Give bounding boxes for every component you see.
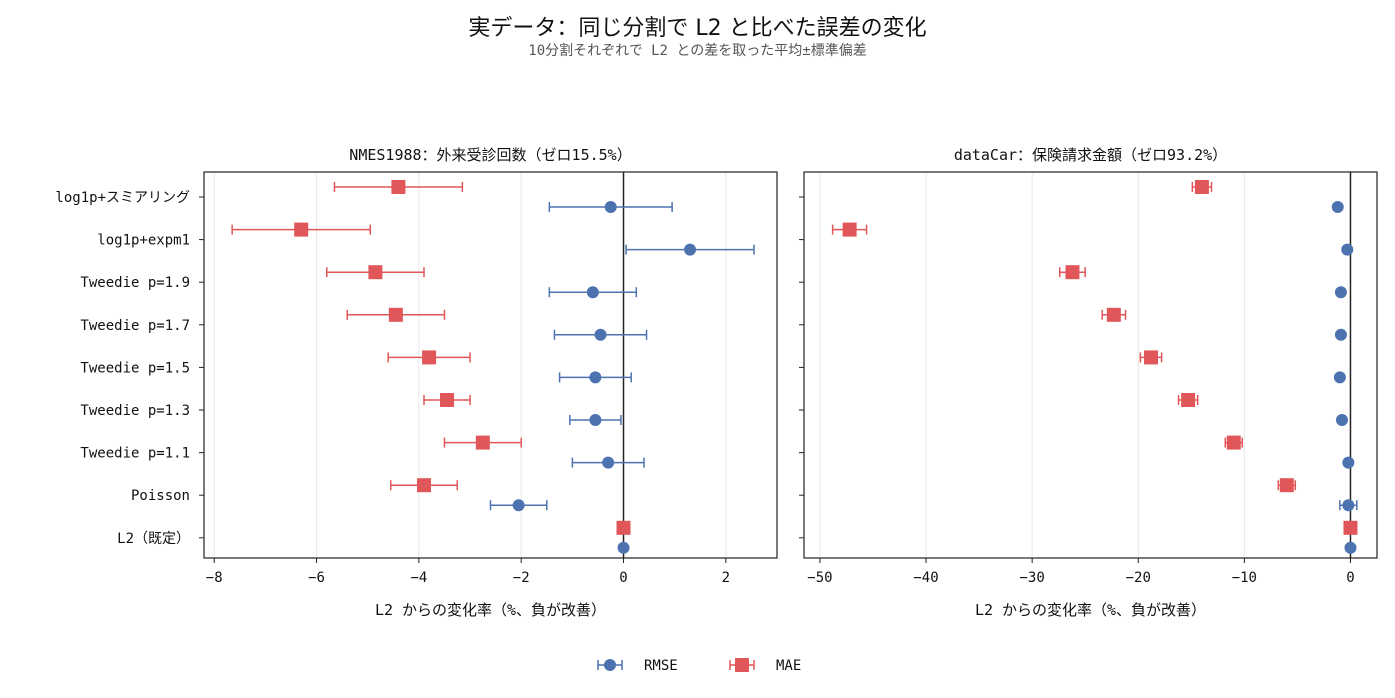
rmse-point [1342, 499, 1355, 512]
ytick-label: Tweedie p=1.1 [80, 446, 190, 462]
figure-title: 実データ：同じ分割で L2 と比べた誤差の変化 [468, 16, 927, 41]
panel-nmes-frame [203, 171, 778, 559]
panel-nmes-title: NMES1988：外来受診回数（ゼロ15.5%） [349, 146, 631, 164]
ytick-label: Tweedie p=1.3 [80, 403, 190, 419]
rmse-point [1335, 414, 1348, 426]
panel-nmes-xtick-label: 2 [722, 570, 730, 586]
rmse-point [604, 201, 617, 213]
mae-point [1343, 520, 1358, 535]
ytick-label: Tweedie p=1.7 [80, 318, 190, 334]
mae-point [1226, 435, 1241, 450]
panel-nmes-xtick-label: −2 [513, 570, 530, 586]
rmse-point [589, 371, 602, 384]
ytick-label: Tweedie p=1.9 [80, 275, 190, 291]
panel-datacar-xtick-label: −30 [1019, 570, 1044, 586]
mae-point [842, 222, 857, 237]
mae-point [616, 520, 631, 535]
panel-nmes-xtick-label: 0 [619, 570, 627, 586]
mae-point [440, 393, 455, 407]
rmse-point [1342, 456, 1355, 469]
mae-point [416, 478, 431, 493]
panel-datacar-xtick-label: −10 [1232, 570, 1257, 586]
rmse-point [1333, 371, 1346, 384]
panel-nmes-xtick-label: −8 [206, 570, 223, 586]
rmse-point [594, 328, 607, 341]
legend-mae-label: MAE [776, 658, 801, 674]
panel-datacar-xtick-label: −40 [913, 570, 938, 586]
mae-point [1065, 265, 1080, 280]
mae-point [1106, 307, 1121, 322]
rmse-point [684, 243, 697, 256]
rmse-point [617, 541, 630, 554]
figure-subtitle: 10分割それぞれで L2 との差を取った平均±標準偏差 [528, 43, 867, 59]
panel-nmes-xlabel: L2 からの変化率（%、負が改善） [375, 601, 606, 619]
rmse-point [602, 456, 615, 469]
mae-point [391, 180, 406, 194]
rmse-point [1334, 328, 1347, 341]
rmse-point [589, 414, 602, 426]
mae-point [368, 265, 383, 280]
ytick-label: Poisson [131, 488, 190, 504]
panel-datacar-xtick-label: 0 [1346, 570, 1354, 586]
ytick-label: log1p+スミアリング [55, 190, 190, 206]
panel-datacar-xtick-label: −50 [807, 570, 832, 586]
rmse-point [1341, 243, 1354, 256]
mae-point [1279, 478, 1294, 493]
legend-mae-marker [735, 658, 749, 672]
ytick-label: L2（既定） [117, 531, 190, 547]
panel-nmes-xtick-label: −6 [308, 570, 325, 586]
panel-datacar-xlabel: L2 からの変化率（%、負が改善） [975, 601, 1206, 619]
panel-datacar-xtick-label: −20 [1126, 570, 1151, 586]
ytick-label: Tweedie p=1.5 [80, 360, 190, 376]
panel-datacar-title: dataCar：保険請求金額（ゼロ93.2%） [954, 146, 1227, 164]
mae-point [1181, 393, 1196, 407]
panel-datacar-frame [803, 171, 1378, 559]
legend-rmse-label: RMSE [644, 658, 678, 674]
rmse-point [1334, 286, 1347, 299]
rmse-point [586, 286, 599, 299]
rmse-point [1331, 201, 1344, 213]
mae-point [475, 435, 490, 450]
mae-point [422, 350, 437, 365]
mae-point [1143, 350, 1158, 365]
mae-point [388, 307, 403, 322]
panel-nmes-xtick-label: −4 [410, 570, 427, 586]
ytick-label: log1p+expm1 [97, 233, 190, 249]
rmse-point [1344, 541, 1357, 554]
legend-rmse-marker [604, 659, 616, 671]
rmse-point [512, 499, 525, 512]
mae-point [294, 222, 309, 237]
mae-point [1194, 180, 1209, 194]
